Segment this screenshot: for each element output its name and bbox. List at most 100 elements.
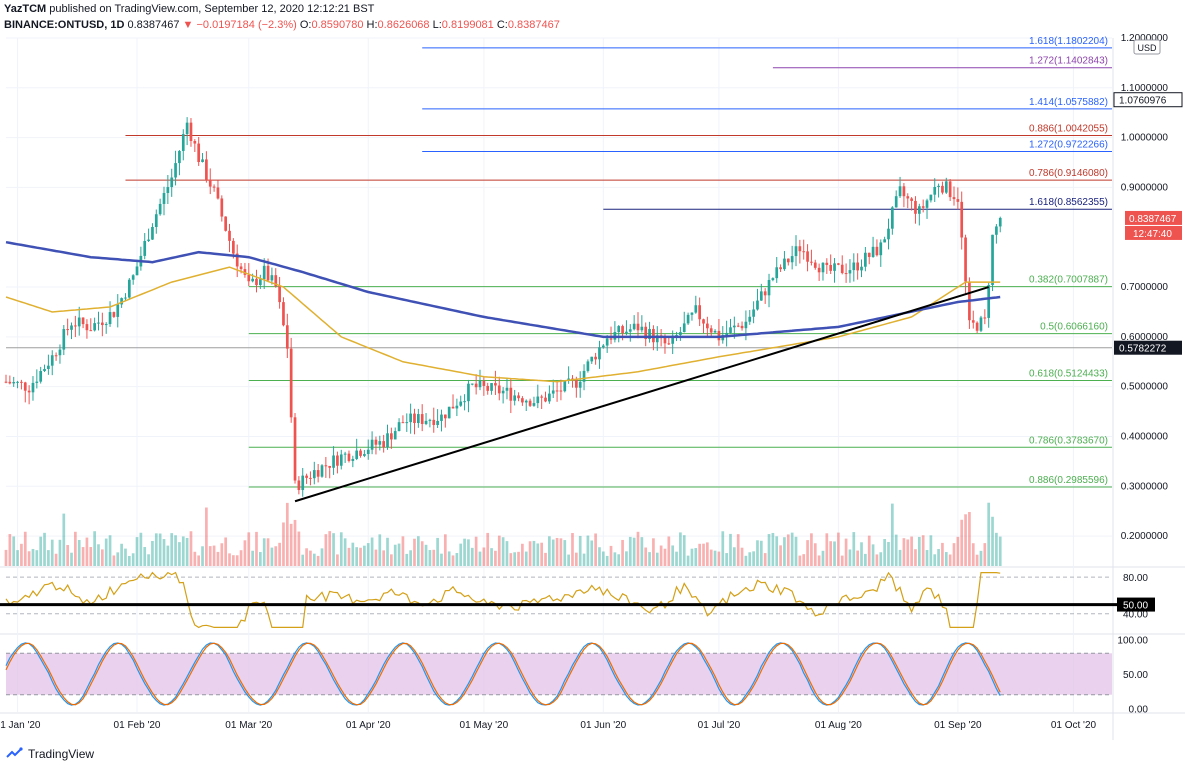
candle[interactable] [987,285,991,318]
candle[interactable] [436,420,439,425]
candle[interactable] [216,187,220,199]
candle[interactable] [181,134,185,151]
candle[interactable] [70,325,73,330]
candle[interactable] [979,317,983,331]
candle[interactable] [813,262,817,268]
candle[interactable] [43,368,46,372]
candle[interactable] [127,279,131,298]
candle[interactable] [617,326,621,333]
candle[interactable] [790,256,794,263]
candle[interactable] [112,312,116,317]
candle[interactable] [359,450,362,456]
candle[interactable] [443,414,447,419]
candle[interactable] [208,179,212,187]
candle[interactable] [428,419,432,421]
candle[interactable] [50,355,54,366]
candle[interactable] [339,454,343,466]
candle[interactable] [609,338,613,340]
candle[interactable] [154,214,158,227]
candle[interactable] [521,398,524,403]
candle[interactable] [382,441,386,448]
candle[interactable] [636,323,640,331]
candle[interactable] [205,159,208,180]
candle[interactable] [910,198,913,201]
candle[interactable] [675,335,678,337]
candle[interactable] [890,207,894,229]
candle[interactable] [47,365,50,369]
candle[interactable] [998,217,1002,227]
candle[interactable] [652,328,655,343]
candle[interactable] [405,422,409,424]
candle[interactable] [258,279,262,286]
candle[interactable] [802,251,806,253]
candle[interactable] [35,381,39,383]
candle[interactable] [586,361,590,371]
candle[interactable] [513,395,517,401]
candle[interactable] [655,335,659,343]
candle[interactable] [12,382,16,384]
candle[interactable] [440,414,443,421]
candle[interactable] [567,378,570,381]
candle[interactable] [532,403,536,406]
candle[interactable] [690,312,694,315]
candle[interactable] [124,297,127,299]
candle[interactable] [409,413,412,423]
candle[interactable] [748,316,752,322]
candle[interactable] [16,381,19,383]
candle[interactable] [324,465,328,467]
candle[interactable] [960,201,964,238]
candle[interactable] [864,252,867,267]
candle[interactable] [97,322,100,324]
candle[interactable] [817,267,821,273]
candle[interactable] [983,317,987,319]
candle[interactable] [355,450,359,459]
candle[interactable] [509,387,513,401]
candle[interactable] [702,319,705,324]
candle[interactable] [898,186,902,197]
candle[interactable] [833,263,836,271]
candle[interactable] [4,381,8,383]
candle[interactable] [925,200,929,208]
candle[interactable] [424,420,428,424]
candle[interactable] [559,390,563,392]
candle[interactable] [285,325,289,349]
candle[interactable] [937,185,940,188]
candle[interactable] [671,335,675,344]
candle[interactable] [178,150,181,164]
candle[interactable] [548,393,551,402]
candle[interactable] [555,390,559,392]
candle[interactable] [729,327,732,333]
candle[interactable] [451,406,455,409]
candle[interactable] [709,328,713,333]
candle[interactable] [135,266,139,276]
candle[interactable] [563,380,567,392]
candle[interactable] [798,246,802,252]
candle[interactable] [147,239,150,241]
candle[interactable] [902,186,906,197]
candle[interactable] [85,324,89,331]
candle[interactable] [474,383,478,388]
candle[interactable] [524,400,528,403]
candle[interactable] [390,433,393,440]
candle[interactable] [116,304,120,317]
candle[interactable] [991,234,994,286]
candle[interactable] [632,323,636,330]
candle[interactable] [162,192,166,204]
candle[interactable] [131,275,135,280]
candle[interactable] [810,261,813,263]
candle[interactable] [8,381,12,384]
candle[interactable] [490,383,493,391]
candle[interactable] [459,401,463,406]
candle[interactable] [679,332,682,336]
candle[interactable] [282,302,285,326]
candle[interactable] [686,314,690,324]
candle[interactable] [517,395,520,399]
candle[interactable] [278,286,281,303]
candle[interactable] [393,431,397,440]
candle[interactable] [401,422,405,424]
candle[interactable] [467,383,470,402]
candle[interactable] [941,185,944,193]
candle[interactable] [255,278,258,286]
author-name[interactable]: YazTCM [4,3,47,15]
candle[interactable] [370,439,374,450]
